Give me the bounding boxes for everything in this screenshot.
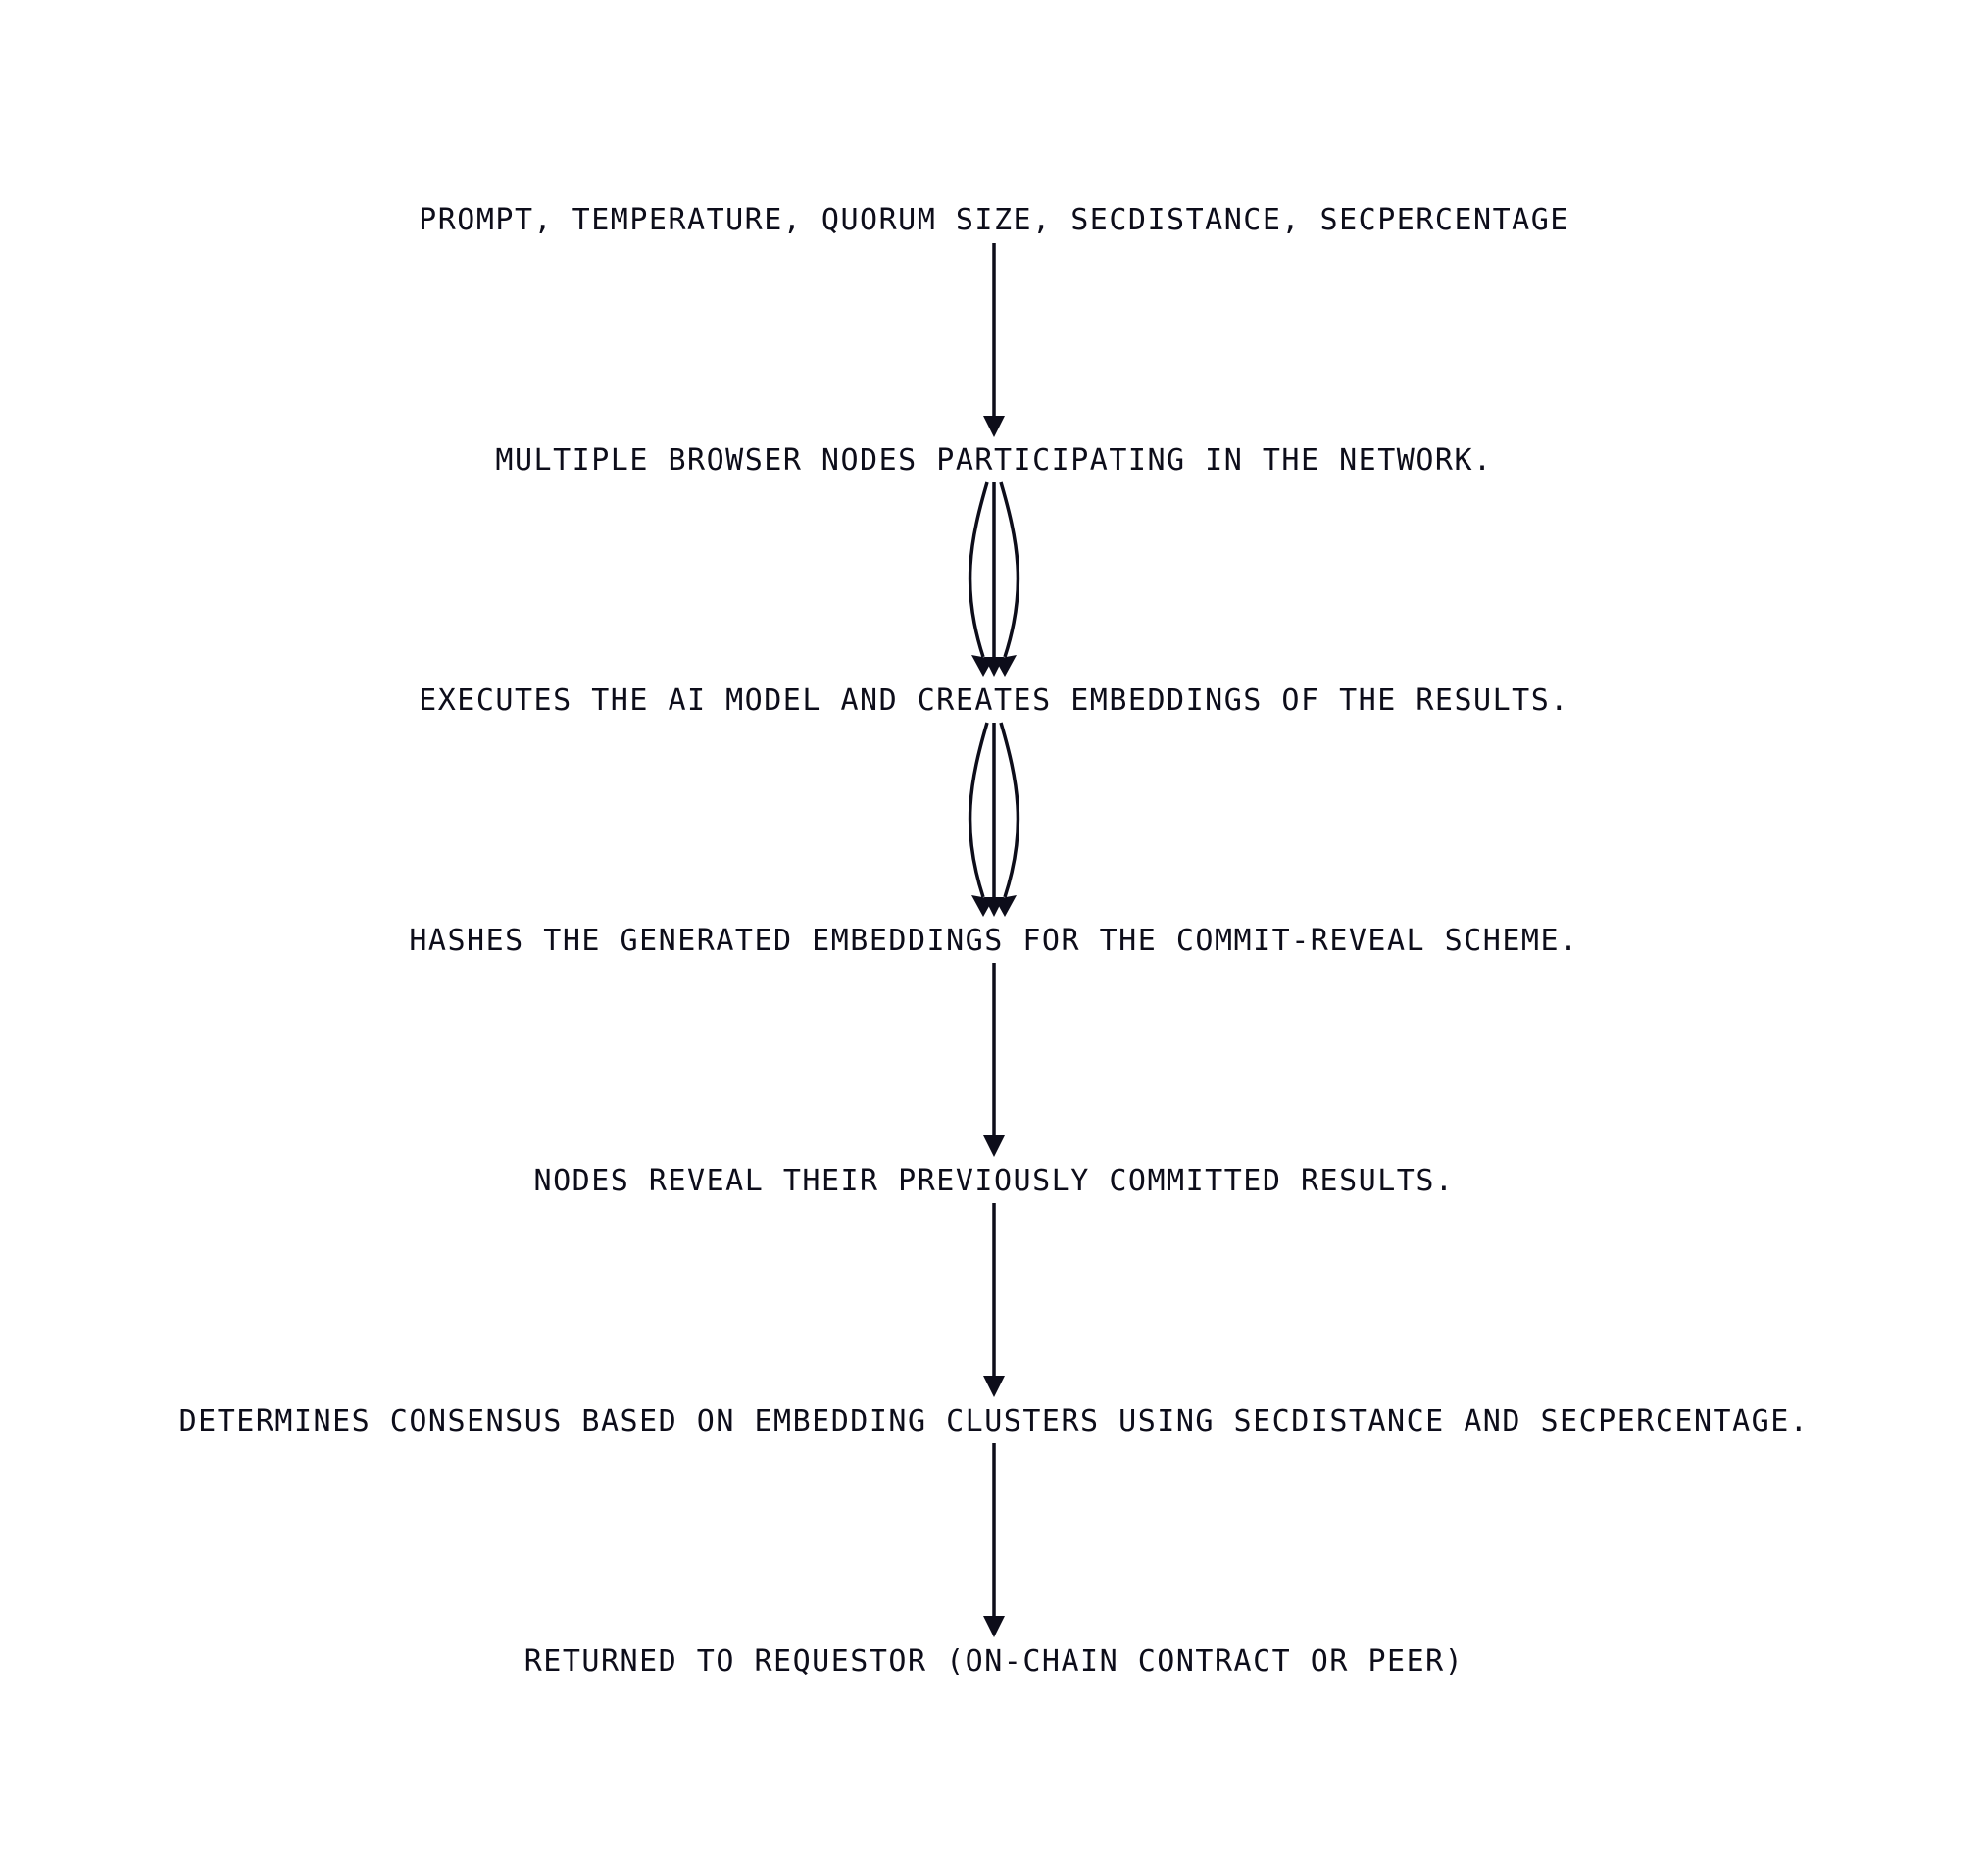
- node-hash-embeddings: HASHES THE GENERATED EMBEDDINGS FOR THE …: [409, 924, 1579, 958]
- arrowhead: [983, 1376, 1005, 1397]
- edge-curve-right: [999, 722, 1020, 898]
- node-browser-nodes: MULTIPLE BROWSER NODES PARTICIPATING IN …: [495, 443, 1493, 478]
- edge-reveal-to-consensus: [983, 1203, 1005, 1397]
- edge-execute-to-hash: [968, 722, 1020, 917]
- arrowhead: [995, 895, 1017, 917]
- edge-curve-right: [999, 481, 1020, 658]
- node-return-requestor: RETURNED TO REQUESTOR (ON-CHAIN CONTRACT…: [523, 1644, 1465, 1679]
- arrowhead: [983, 1616, 1005, 1637]
- arrowhead: [983, 416, 1005, 437]
- edge-nodes-to-execute: [968, 481, 1020, 677]
- edge-curve-left: [968, 481, 989, 658]
- edge-consensus-to-return: [983, 1443, 1005, 1637]
- node-reveal-results: NODES REVEAL THEIR PREVIOUSLY COMMITTED …: [533, 1164, 1455, 1198]
- node-determine-consensus: DETERMINES CONSENSUS BASED ON EMBEDDING …: [178, 1404, 1810, 1438]
- node-input-parameters: PROMPT, TEMPERATURE, QUORUM SIZE, SECDIS…: [419, 203, 1569, 237]
- node-execute-model: EXECUTES THE AI MODEL AND CREATES EMBEDD…: [419, 683, 1569, 718]
- edge-input-to-nodes: [983, 243, 1005, 437]
- arrowhead: [995, 655, 1017, 677]
- edge-hash-to-reveal: [983, 963, 1005, 1157]
- edge-curve-left: [968, 722, 989, 898]
- arrowhead: [983, 1135, 1005, 1157]
